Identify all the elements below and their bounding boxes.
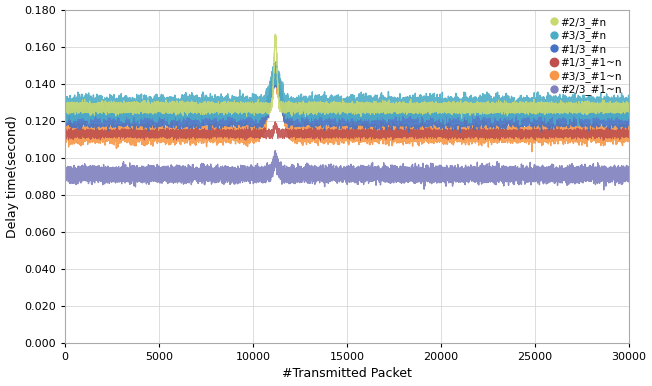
Legend: #2/3_#n, #3/3_#n, #1/3_#n, #1/3_#1~n, #3/3_#1~n, #2/3_#1~n: #2/3_#n, #3/3_#n, #1/3_#n, #1/3_#1~n, #3… xyxy=(550,15,624,97)
Y-axis label: Delay time(second): Delay time(second) xyxy=(6,115,18,238)
X-axis label: #Transmitted Packet: #Transmitted Packet xyxy=(282,367,412,381)
